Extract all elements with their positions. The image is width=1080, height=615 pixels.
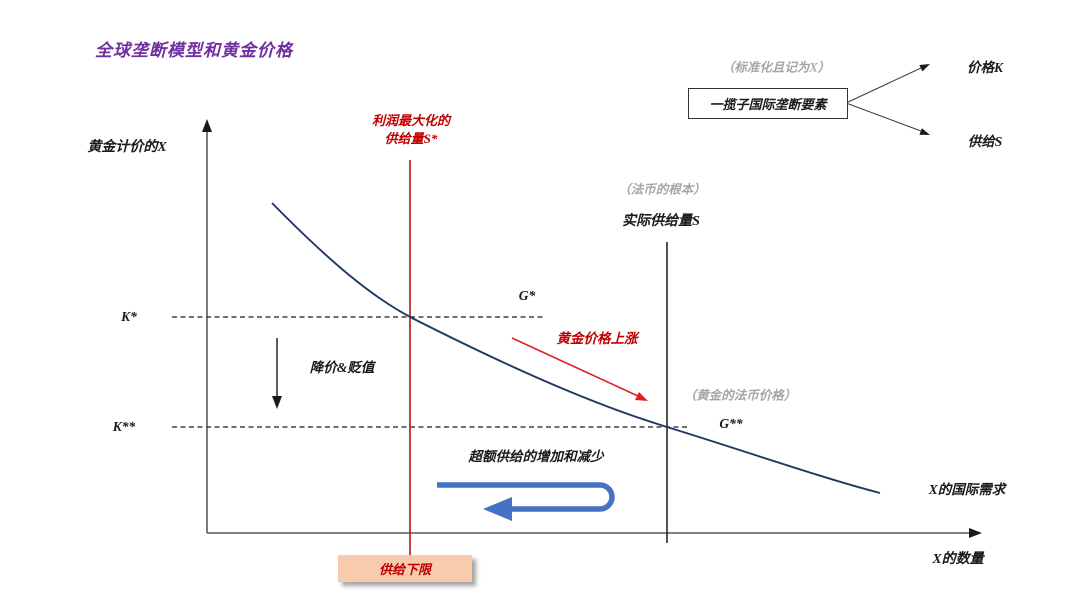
devaluation-arrowhead-icon <box>272 396 282 409</box>
y-axis-arrowhead-icon <box>202 119 212 132</box>
profit-max-supply-label-line1: 利润最大化的 <box>371 113 451 128</box>
k-double-star-label: K** <box>112 419 136 434</box>
excess-supply-flow-arrow <box>437 482 615 512</box>
x-axis-arrowhead-icon <box>969 528 982 538</box>
y-axis-label: 黄金计价的X <box>87 140 167 155</box>
actual-supply-label: 实际供给量S <box>622 214 700 229</box>
g-double-star-label: G** <box>719 416 743 431</box>
factor-to-price-arrow-line <box>845 67 922 104</box>
demand-curve-label: X的国际需求 <box>928 482 1006 497</box>
gold-fiat-price-note: （黄金的法币价格） <box>683 388 797 403</box>
factor-to-supply-arrow-line <box>845 102 922 132</box>
supply-s-label: 供给S <box>967 134 1003 149</box>
k-star-label: K* <box>121 309 137 324</box>
gold-price-rise-arrowhead-icon <box>635 392 648 401</box>
factor-basket-box: 一揽子国际垄断要素 <box>688 88 848 119</box>
standardized-note: （标准化且记为X） <box>721 60 831 75</box>
gold-price-rise-label: 黄金价格上涨 <box>556 331 638 346</box>
gold-price-rise-arrow-line <box>511 337 639 397</box>
demand-curve <box>271 202 881 494</box>
supply-floor-box: 供给下限 <box>338 555 472 582</box>
excess-supply-label: 超额供给的增加和减少 <box>468 449 604 464</box>
price-k-label: 价格K <box>966 60 1004 75</box>
x-axis-label: X的数量 <box>932 552 984 567</box>
g-star-label: G* <box>518 288 536 303</box>
page-title: 全球垄断模型和黄金价格 <box>95 41 293 60</box>
profit-max-supply-label: 利润最大化的 供给量S* <box>372 112 450 148</box>
factor-to-supply-arrowhead-icon <box>919 128 930 135</box>
devaluation-label: 降价&贬值 <box>309 360 375 375</box>
profit-max-supply-label-line2: 供给量S* <box>384 131 438 147</box>
factor-to-price-arrowhead-icon <box>919 64 930 72</box>
fiat-root-note: （法币的根本） <box>618 182 706 197</box>
excess-supply-flow-arrowhead-icon <box>483 497 512 521</box>
